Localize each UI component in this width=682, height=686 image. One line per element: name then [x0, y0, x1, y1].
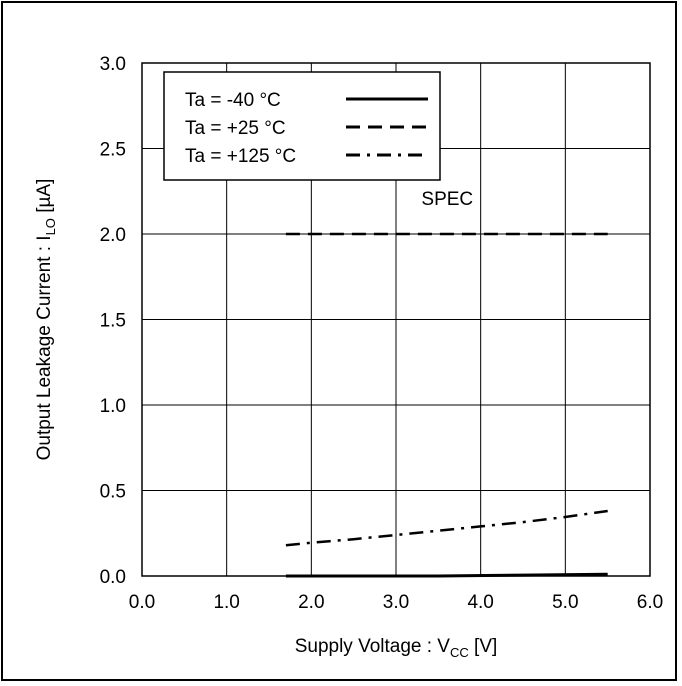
x-tick-label: 4.0 [467, 592, 493, 613]
annotation-label: SPEC [421, 189, 473, 210]
series-line-1 [285, 572, 608, 578]
annotations: SPEC [421, 189, 473, 210]
x-tick-label: 3.0 [383, 592, 409, 613]
x-tick-label: 0.0 [129, 592, 155, 613]
y-axis-label: Output Leakage Current : ILO [µA] [34, 179, 58, 461]
y-tick-label: 1.5 [100, 311, 126, 332]
legend-label: Ta = -40 °C [185, 90, 281, 111]
legend-label: Ta = +25 °C [185, 118, 286, 139]
y-tick-label: 1.0 [100, 396, 126, 417]
series-line-3 [285, 509, 608, 547]
series-group [285, 232, 608, 578]
x-tick-label: 2.0 [298, 592, 324, 613]
tick-labels: 0.0 1.0 2.0 3.0 4.0 5.0 6.0 0.0 0.5 1.0 1.5 2.0 2.5 3… [100, 54, 664, 613]
y-tick-label: 2.0 [100, 225, 126, 246]
x-tick-label: 1.0 [213, 592, 239, 613]
legend: Ta = -40 °C Ta = +25 °C Ta = +125 °C [163, 71, 441, 181]
y-tick-label: 3.0 [100, 54, 126, 75]
x-tick-label: 6.0 [637, 592, 663, 613]
x-axis-label: Supply Voltage : VCC [V] [295, 636, 498, 660]
x-tick-label: 5.0 [552, 592, 578, 613]
y-tick-label: 0.0 [100, 567, 126, 588]
y-tick-label: 0.5 [100, 482, 126, 503]
legend-label: Ta = +125 °C [185, 146, 296, 167]
y-tick-label: 2.5 [100, 140, 126, 161]
